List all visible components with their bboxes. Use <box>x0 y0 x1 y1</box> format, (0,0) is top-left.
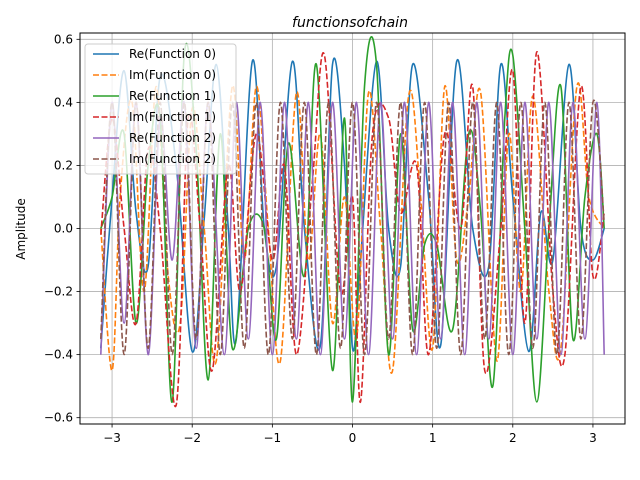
y-axis-ticks: −0.6 −0.4 −0.2 0.0 0.2 0.4 0.6 <box>44 32 80 425</box>
legend: Re(Function 0) Im(Function 0) Re(Function … <box>84 43 237 175</box>
series-line-1 <box>100 82 605 374</box>
y-tick-label: −0.6 <box>44 411 73 425</box>
y-tick-label: −0.4 <box>44 348 73 362</box>
x-tick-label: −1 <box>264 431 282 445</box>
x-tick-label: 0 <box>349 431 357 445</box>
legend-box <box>84 43 237 175</box>
legend-label-0: Re(Function 0) <box>129 47 216 61</box>
y-tick-label: −0.2 <box>44 285 73 299</box>
legend-label-3: Im(Function 1) <box>129 110 216 124</box>
y-tick-label: 0.6 <box>54 32 73 46</box>
x-tick-label: −2 <box>183 431 201 445</box>
y-tick-label: 0.0 <box>54 222 73 236</box>
legend-label-4: Re(Function 2) <box>129 131 216 145</box>
y-tick-label: 0.2 <box>54 158 73 172</box>
legend-label-5: Im(Function 2) <box>129 152 216 166</box>
chart-title: functionsofchain <box>292 15 408 31</box>
x-tick-label: 3 <box>589 431 597 445</box>
x-tick-label: 1 <box>429 431 437 445</box>
x-tick-label: −3 <box>103 431 121 445</box>
x-tick-label: 2 <box>509 431 517 445</box>
y-tick-label: 0.4 <box>54 95 73 109</box>
x-axis-ticks: −3 −2 −1 0 1 2 3 <box>103 424 597 445</box>
y-axis-label: Amplitude <box>14 198 28 260</box>
legend-label-1: Im(Function 0) <box>129 68 216 82</box>
legend-label-2: Re(Function 1) <box>129 89 216 103</box>
series-line-0 <box>100 57 605 353</box>
